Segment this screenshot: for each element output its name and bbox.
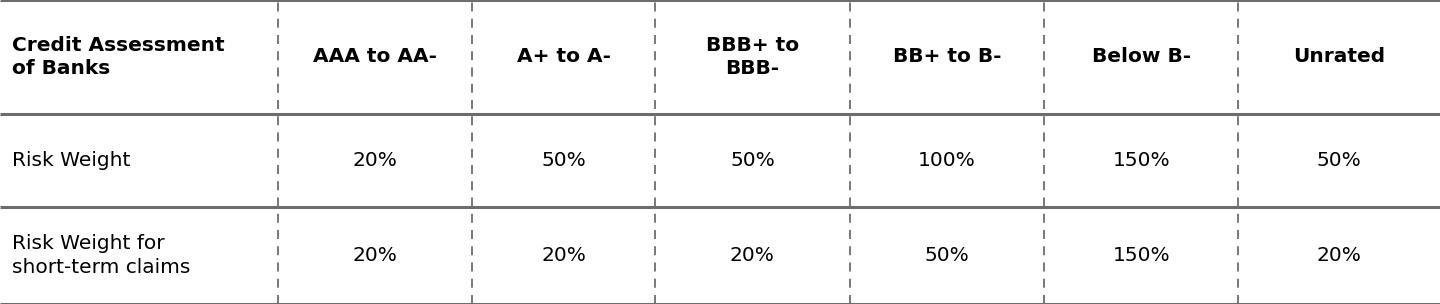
Text: BB+ to B-: BB+ to B-: [893, 47, 1001, 67]
Text: A+ to A-: A+ to A-: [517, 47, 611, 67]
Text: AAA to AA-: AAA to AA-: [312, 47, 438, 67]
Text: 50%: 50%: [1316, 151, 1362, 170]
Text: 50%: 50%: [730, 151, 775, 170]
Text: 50%: 50%: [924, 246, 969, 265]
Text: 20%: 20%: [541, 246, 586, 265]
Text: Risk Weight for
short-term claims: Risk Weight for short-term claims: [12, 234, 190, 277]
Text: 20%: 20%: [730, 246, 775, 265]
Text: 150%: 150%: [1112, 246, 1171, 265]
Text: BBB+ to
BBB-: BBB+ to BBB-: [706, 36, 799, 78]
Text: Risk Weight: Risk Weight: [12, 151, 130, 170]
Text: Credit Assessment
of Banks: Credit Assessment of Banks: [12, 36, 225, 78]
Text: 20%: 20%: [353, 246, 397, 265]
Text: 20%: 20%: [1316, 246, 1362, 265]
Text: Below B-: Below B-: [1092, 47, 1191, 67]
Text: 50%: 50%: [541, 151, 586, 170]
Text: Unrated: Unrated: [1293, 47, 1385, 67]
Text: 20%: 20%: [353, 151, 397, 170]
Text: 100%: 100%: [917, 151, 976, 170]
Text: 150%: 150%: [1112, 151, 1171, 170]
